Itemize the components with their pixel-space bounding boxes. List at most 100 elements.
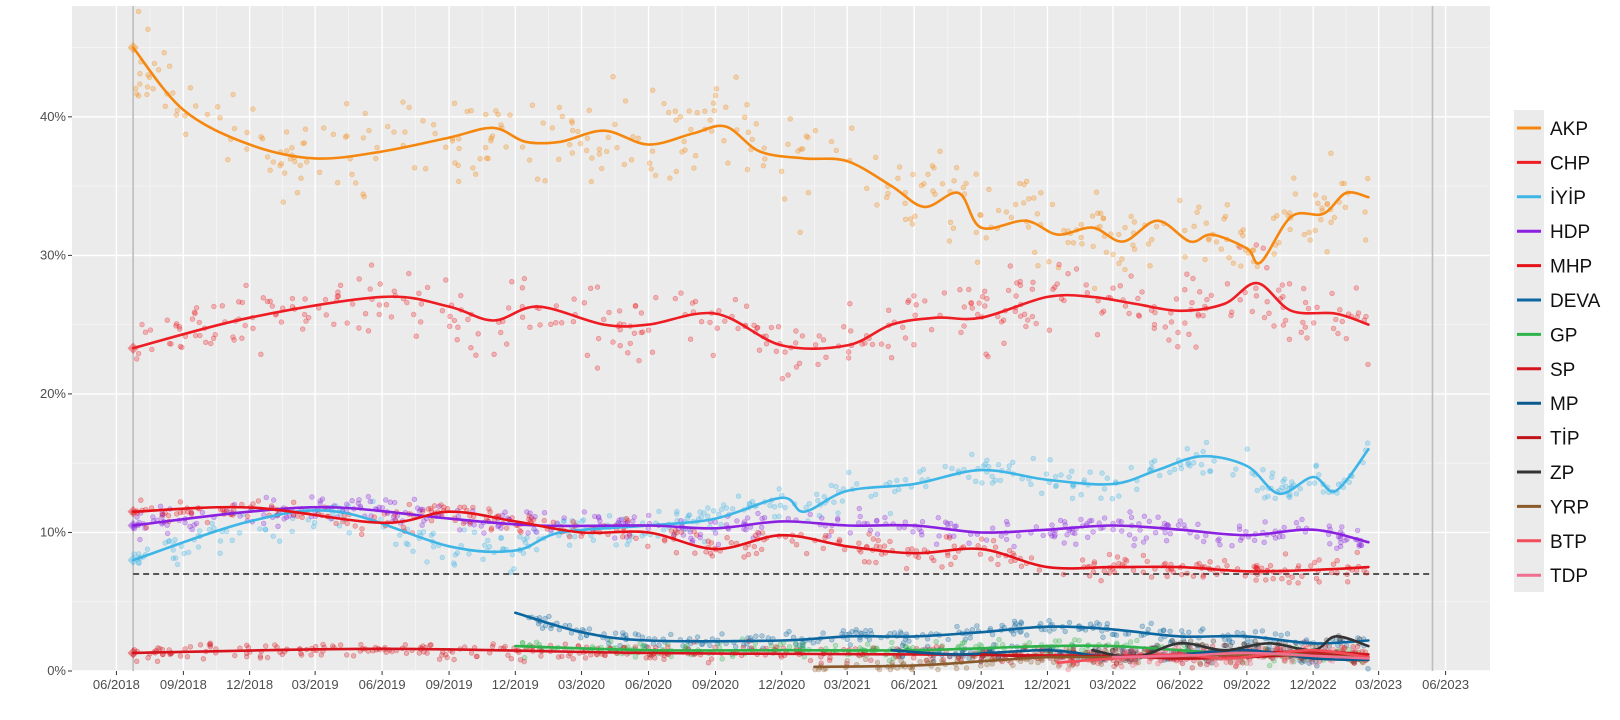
poll-point-MHP — [905, 546, 911, 553]
poll-point-İYİP — [710, 508, 717, 514]
poll-point-AKP — [1131, 219, 1138, 225]
poll-point-DEVA — [1222, 636, 1228, 643]
poll-point-AKP — [230, 91, 236, 98]
poll-point-CHP — [303, 318, 309, 324]
poll-point-AKP — [1213, 239, 1220, 245]
poll-point-İYİP — [195, 544, 202, 550]
poll-point-AKP — [745, 129, 751, 136]
poll-point-MHP — [1263, 577, 1269, 583]
poll-point-CHP — [139, 321, 145, 328]
poll-point-CHP — [1300, 319, 1306, 326]
poll-point-HDP — [356, 497, 362, 503]
poll-point-SP — [647, 654, 653, 661]
poll-point-İYİP — [833, 483, 839, 490]
poll-point-MHP — [250, 501, 256, 507]
poll-point-SP — [570, 656, 576, 662]
poll-point-HDP — [874, 517, 880, 524]
poll-point-AKP — [1149, 237, 1155, 243]
poll-point-AKP — [1238, 229, 1244, 236]
poll-point-AKP — [569, 120, 575, 126]
poll-point-CHP — [779, 375, 786, 382]
poll-point-AKP — [353, 180, 359, 186]
legend-label-GP: GP — [1550, 325, 1577, 346]
poll-point-CHP — [191, 309, 198, 315]
poll-point-HDP — [834, 515, 841, 522]
poll-point-HDP — [1243, 528, 1249, 535]
poll-point-HDP — [1057, 517, 1064, 524]
poll-point-MHP — [988, 556, 994, 562]
poll-point-AKP — [294, 190, 301, 196]
poll-point-CHP — [177, 326, 183, 332]
poll-point-HDP — [164, 530, 171, 537]
poll-point-HDP — [1003, 536, 1010, 543]
poll-point-CHP — [1253, 242, 1260, 248]
poll-point-HDP — [1281, 524, 1287, 531]
poll-point-CHP — [447, 313, 453, 320]
poll-point-MHP — [1170, 569, 1177, 575]
poll-point-İYİP — [454, 550, 460, 556]
poll-point-MHP — [978, 536, 985, 542]
poll-point-AKP — [411, 165, 418, 171]
poll-point-MHP — [1344, 571, 1350, 578]
poll-point-HDP — [1088, 517, 1095, 524]
poll-point-CHP — [785, 372, 791, 378]
poll-point-CHP — [968, 300, 974, 306]
poll-point-AKP — [1046, 259, 1052, 265]
poll-point-HDP — [834, 517, 841, 523]
poll-point-ZP — [1252, 638, 1258, 644]
poll-point-SP — [424, 650, 430, 656]
poll-point-SP — [154, 658, 161, 664]
poll-point-MHP — [1106, 551, 1113, 558]
poll-point-AKP — [569, 127, 576, 134]
poll-point-DEVA — [1018, 620, 1025, 626]
poll-point-İYİP — [697, 509, 703, 515]
poll-point-MHP — [143, 524, 150, 531]
poll-point-İYİP — [1211, 458, 1217, 464]
poll-point-HDP — [756, 531, 762, 537]
poll-point-MHP — [915, 554, 922, 561]
poll-point-MHP — [1344, 579, 1351, 585]
poll-point-AKP — [744, 101, 750, 108]
poll-point-CHP — [447, 323, 453, 329]
poll-point-İYİP — [735, 493, 742, 499]
poll-point-MP — [1365, 666, 1371, 672]
poll-point-MHP — [1194, 561, 1200, 568]
y-axis: 0%10%20%30%40% — [40, 109, 72, 678]
poll-point-HDP — [1164, 522, 1171, 528]
poll-point-HDP — [966, 540, 972, 546]
poll-point-İYİP — [403, 540, 409, 546]
poll-point-İYİP — [420, 529, 427, 535]
poll-point-HDP — [1047, 530, 1054, 537]
poll-point-CHP — [1335, 330, 1341, 337]
poll-point-DEVA — [1111, 631, 1117, 637]
poll-point-İYİP — [236, 530, 243, 536]
poll-point-DEVA — [707, 642, 713, 649]
poll-point-MHP — [188, 511, 195, 517]
poll-point-İYİP — [806, 501, 812, 507]
poll-point-İYİP — [498, 534, 504, 541]
poll-point-TDP — [1129, 648, 1136, 655]
poll-point-AKP — [1307, 237, 1313, 243]
poll-point-AKP — [682, 147, 688, 153]
poll-point-MHP — [691, 528, 697, 535]
poll-point-CHP — [1050, 286, 1056, 292]
poll-point-AKP — [721, 138, 727, 144]
poll-point-MHP — [526, 513, 532, 519]
poll-point-HDP — [368, 513, 374, 519]
poll-point-AKP — [132, 85, 139, 92]
poll-point-CHP — [521, 275, 528, 282]
poll-point-AKP — [575, 128, 581, 135]
poll-point-SP — [602, 652, 608, 659]
poll-point-İYİP — [509, 551, 516, 558]
poll-point-İYİP — [135, 560, 142, 566]
poll-point-HDP — [1090, 529, 1096, 535]
poll-point-MHP — [578, 533, 584, 539]
poll-point-CHP — [707, 319, 713, 326]
poll-point-İYİP — [511, 566, 517, 572]
poll-point-CHP — [958, 329, 964, 336]
poll-point-CHP — [1300, 285, 1307, 292]
poll-point-MHP — [1091, 561, 1097, 567]
poll-point-CHP — [468, 345, 474, 351]
poll-point-AKP — [1110, 251, 1116, 258]
poll-point-MP — [899, 642, 906, 649]
